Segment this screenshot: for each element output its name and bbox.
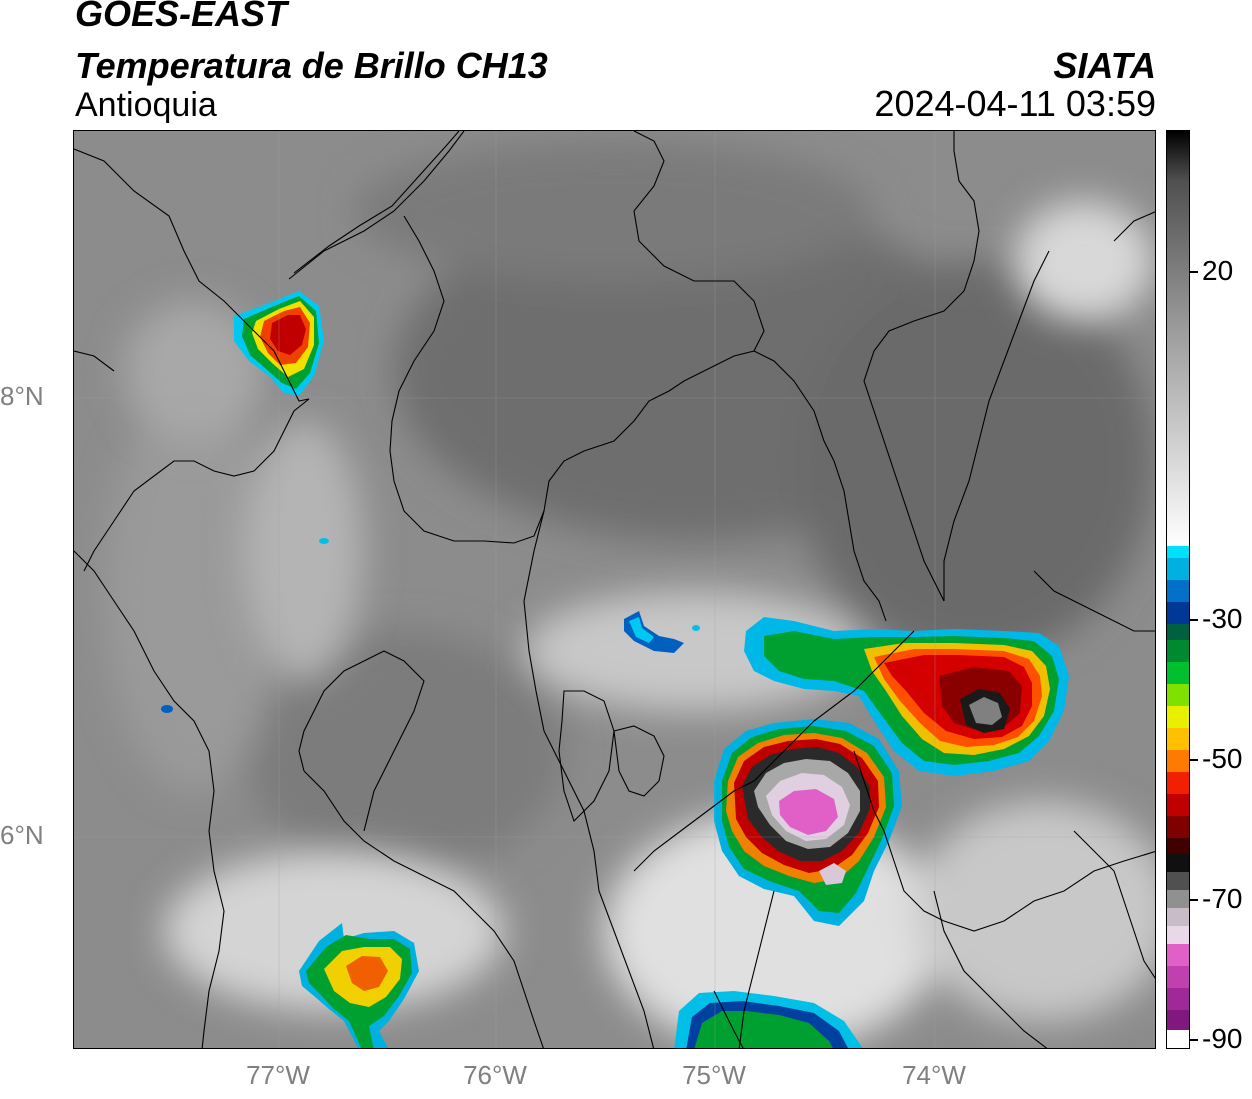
colorbar-label-minus70: -70 [1202, 883, 1243, 914]
storm-cell-central [714, 719, 902, 926]
colorbar-label-minus90: -90 [1202, 1023, 1243, 1054]
storm-cell-east [744, 617, 1069, 776]
lon-label-77w: 77°W [246, 1060, 310, 1090]
lon-label-76w: 76°W [463, 1060, 527, 1090]
boundaries [74, 131, 1155, 1048]
satellite-title: GOES-EAST [75, 0, 288, 34]
small-cold-specks [161, 538, 700, 713]
lon-label-75w: 75°W [682, 1060, 746, 1090]
colorbar-gradient [1167, 131, 1189, 1048]
temperature-colorbar [1166, 130, 1190, 1049]
colorbar-tick [1190, 1039, 1198, 1041]
colorbar-tick [1190, 759, 1198, 761]
colorbar-label-minus30: -30 [1202, 603, 1243, 634]
map-imagery [74, 131, 1155, 1048]
lat-label-8n: 8°N [0, 381, 44, 411]
colorbar-tick [1190, 899, 1198, 901]
colorbar-label-20: 20 [1202, 255, 1234, 286]
colorbar-label-minus50: -50 [1202, 743, 1243, 774]
region-label: Antioquia [75, 86, 217, 124]
lat-label-6n: 6°N [0, 820, 44, 850]
timestamp-label: 2024-04-11 03:59 [874, 83, 1156, 124]
graticule [74, 131, 1155, 1048]
warm-cloud-free-areas [104, 141, 1154, 871]
colorbar-tick [1190, 619, 1198, 621]
lon-label-74w: 74°W [902, 1060, 966, 1090]
product-title: Temperatura de Brillo CH13 [75, 45, 548, 86]
organization-label: SIATA [1053, 45, 1156, 86]
colorbar-tick [1190, 271, 1198, 273]
storm-cell-southwest [299, 923, 419, 1048]
satellite-map [73, 130, 1156, 1049]
